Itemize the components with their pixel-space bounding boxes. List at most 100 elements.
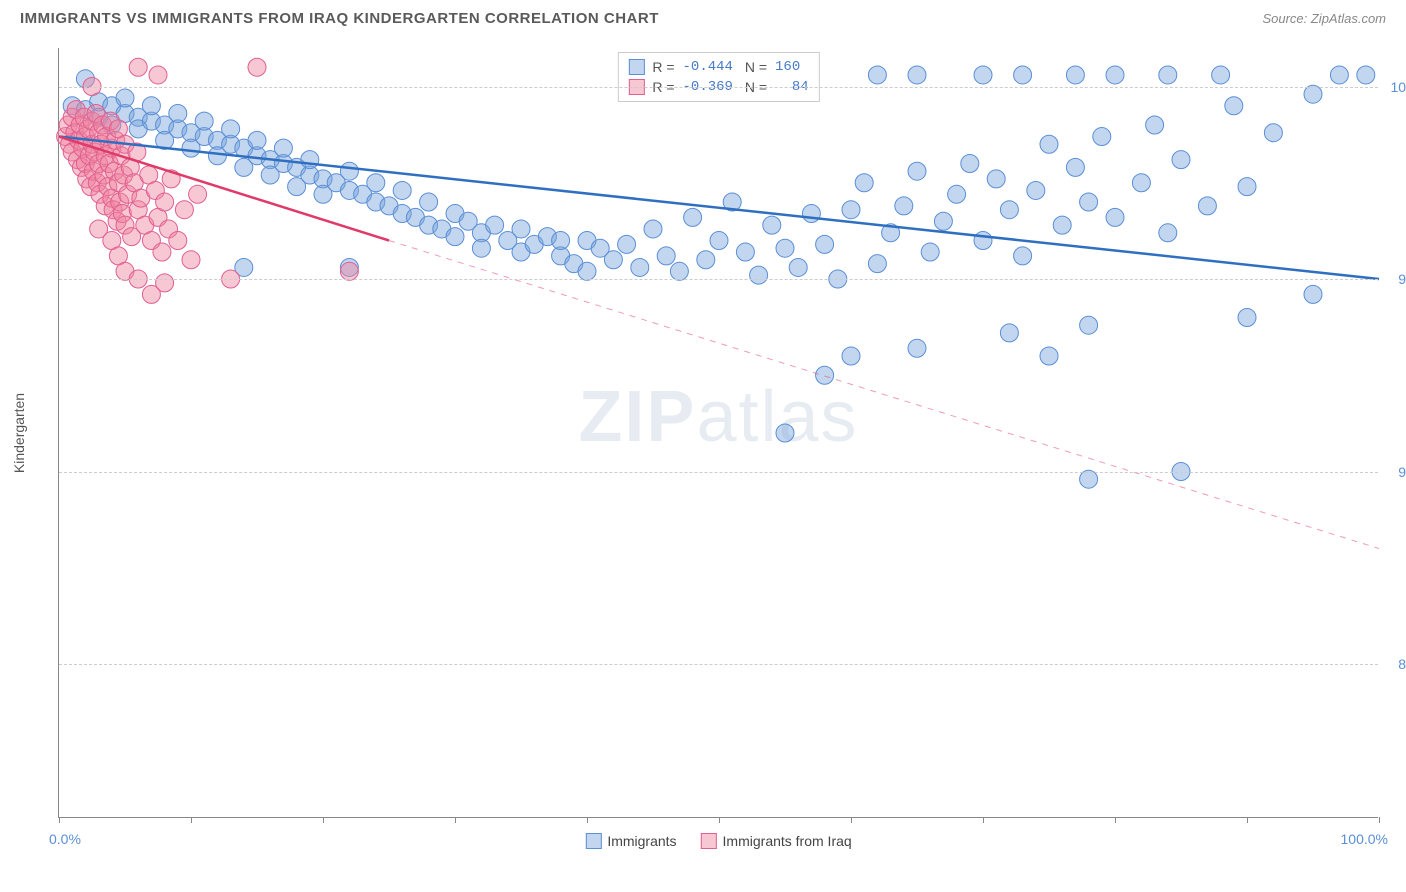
data-point [1132, 174, 1150, 192]
legend-label-immigrants: Immigrants [607, 833, 676, 849]
data-point [921, 243, 939, 261]
data-point [842, 201, 860, 219]
data-point [1000, 324, 1018, 342]
data-point [486, 216, 504, 234]
source-attribution: Source: ZipAtlas.com [1262, 11, 1386, 26]
data-point [274, 139, 292, 157]
data-point [855, 174, 873, 192]
data-point [367, 174, 385, 192]
data-point [987, 170, 1005, 188]
x-tick [587, 817, 588, 823]
series-legend: Immigrants Immigrants from Iraq [585, 833, 851, 849]
data-point [908, 162, 926, 180]
data-point [1172, 151, 1190, 169]
data-point [684, 208, 702, 226]
swatch-immigrants-icon [585, 833, 601, 849]
x-tick [1247, 817, 1248, 823]
data-point [776, 239, 794, 257]
data-point [248, 58, 266, 76]
data-point [1304, 285, 1322, 303]
data-point [472, 239, 490, 257]
data-point [1000, 201, 1018, 219]
n-label: N = [741, 59, 767, 75]
x-tick [59, 817, 60, 823]
data-point [189, 185, 207, 203]
x-axis-min-label: 0.0% [49, 831, 81, 847]
data-point [1106, 66, 1124, 84]
data-point [149, 66, 167, 84]
data-point [340, 162, 358, 180]
data-point [1238, 178, 1256, 196]
data-point [618, 235, 636, 253]
legend-item-immigrants: Immigrants [585, 833, 676, 849]
scatter-plot [59, 48, 1378, 817]
data-point [908, 339, 926, 357]
data-point [156, 193, 174, 211]
data-point [868, 66, 886, 84]
data-point [1159, 66, 1177, 84]
data-point [1066, 66, 1084, 84]
data-point [908, 66, 926, 84]
data-point [169, 104, 187, 122]
y-axis-title: Kindergarten [11, 392, 27, 472]
data-point [1053, 216, 1071, 234]
data-point [604, 251, 622, 269]
data-point [1106, 208, 1124, 226]
data-point [961, 155, 979, 173]
x-tick [191, 817, 192, 823]
y-tick-label: 90.0% [1398, 464, 1406, 480]
data-point [1027, 181, 1045, 199]
data-point [248, 131, 266, 149]
gridline [59, 279, 1378, 280]
data-point [512, 220, 530, 238]
data-point [340, 262, 358, 280]
data-point [175, 201, 193, 219]
data-point [156, 274, 174, 292]
correlation-legend: R = -0.444 N = 160 R = -0.369 N = 84 [617, 52, 819, 102]
data-point [657, 247, 675, 265]
y-tick-label: 95.0% [1398, 271, 1406, 287]
x-tick [851, 817, 852, 823]
data-point [1304, 85, 1322, 103]
legend-row-immigrants: R = -0.444 N = 160 [628, 57, 808, 77]
data-point [578, 262, 596, 280]
data-point [895, 197, 913, 215]
x-tick [983, 817, 984, 823]
data-point [169, 232, 187, 250]
data-point [631, 258, 649, 276]
data-point [1080, 316, 1098, 334]
data-point [129, 58, 147, 76]
swatch-iraq-icon [701, 833, 717, 849]
data-point [1238, 309, 1256, 327]
swatch-immigrants [628, 59, 644, 75]
x-axis-max-label: 100.0% [1341, 831, 1388, 847]
data-point [182, 251, 200, 269]
data-point [1040, 347, 1058, 365]
y-tick-label: 100.0% [1391, 79, 1406, 95]
data-point [816, 366, 834, 384]
chart-title: IMMIGRANTS VS IMMIGRANTS FROM IRAQ KINDE… [20, 10, 659, 27]
data-point [948, 185, 966, 203]
data-point [195, 112, 213, 130]
data-point [446, 228, 464, 246]
x-tick [455, 817, 456, 823]
data-point [802, 205, 820, 223]
x-tick [1115, 817, 1116, 823]
data-point [301, 151, 319, 169]
data-point [222, 120, 240, 138]
data-point [393, 181, 411, 199]
data-point [789, 258, 807, 276]
data-point [816, 235, 834, 253]
data-point [842, 347, 860, 365]
data-point [1146, 116, 1164, 134]
data-point [1014, 66, 1032, 84]
data-point [1212, 66, 1230, 84]
data-point [1093, 128, 1111, 146]
data-point [1225, 97, 1243, 115]
r-value-immigrants: -0.444 [683, 59, 733, 75]
data-point [934, 212, 952, 230]
data-point [736, 243, 754, 261]
data-point [750, 266, 768, 284]
data-point [974, 66, 992, 84]
data-point [1080, 470, 1098, 488]
